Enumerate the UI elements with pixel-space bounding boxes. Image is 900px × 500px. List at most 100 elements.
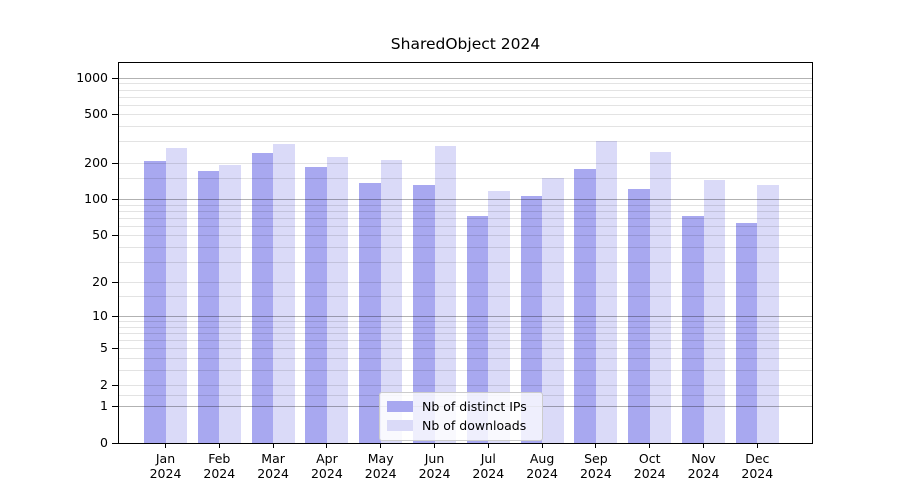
bar-downloads-dec xyxy=(757,185,779,443)
x-tick-mark xyxy=(165,444,166,448)
y-tick-label: 10 xyxy=(92,308,108,324)
x-tick-mark xyxy=(487,444,489,448)
legend-item-downloads: Nb of downloads xyxy=(387,416,542,435)
y-tick-mark xyxy=(112,316,118,318)
y-tick-mark xyxy=(112,443,118,444)
x-tick-year: 2024 xyxy=(741,466,774,481)
x-tick-year: 2024 xyxy=(203,466,236,481)
x-tick-label-nov: Nov 2024 xyxy=(673,451,735,481)
y-tick-mark xyxy=(112,162,118,164)
x-tick-label-feb: Feb 2024 xyxy=(188,451,250,481)
legend-swatch-distinct-ips xyxy=(387,401,413,412)
bar-distinct-ips-dec xyxy=(735,223,758,443)
x-tick-month: Jun xyxy=(424,451,445,466)
y-tick-mark xyxy=(112,282,118,284)
x-tick-label-jun: Jun 2024 xyxy=(404,451,466,481)
x-tick-year: 2024 xyxy=(418,466,451,481)
bar-distinct-ips-mar xyxy=(251,153,274,443)
x-tick-year: 2024 xyxy=(633,466,666,481)
x-tick-mark xyxy=(756,444,758,448)
y-tick-mark xyxy=(112,384,118,386)
bar-distinct-ips-jun xyxy=(413,184,435,443)
x-tick-label-sep: Sep 2024 xyxy=(565,451,627,481)
x-tick-mark xyxy=(541,444,543,448)
bar-distinct-ips-feb xyxy=(197,171,220,443)
x-tick-label-mar: Mar 2024 xyxy=(242,451,304,481)
y-tick-label: 1 xyxy=(100,398,108,414)
y-tick-label: 200 xyxy=(84,154,108,170)
x-tick-year: 2024 xyxy=(257,466,289,481)
x-tick-year: 2024 xyxy=(364,466,397,481)
x-tick-mark xyxy=(326,444,328,448)
x-tick-mark xyxy=(218,444,220,448)
legend-item-distinct-ips: Nb of distinct IPs xyxy=(387,397,542,416)
y-tick-label: 1000 xyxy=(76,69,108,85)
bar-distinct-ips-nov xyxy=(682,216,704,443)
x-tick-label-jan: Jan 2024 xyxy=(135,451,197,481)
bar-distinct-ips-may xyxy=(359,183,381,443)
x-tick-mark xyxy=(272,444,274,448)
bar-distinct-ips-oct xyxy=(628,189,650,443)
bar-distinct-ips-sep xyxy=(574,168,596,443)
x-tick-mark xyxy=(703,444,704,448)
x-tick-mark xyxy=(649,444,651,448)
bar-downloads-jan xyxy=(165,147,187,443)
y-tick-mark xyxy=(112,235,118,237)
y-tick-label: 2 xyxy=(100,376,108,392)
y-tick-mark xyxy=(112,406,118,408)
bar-downloads-apr xyxy=(326,157,349,443)
y-tick-label: 20 xyxy=(92,274,108,290)
y-tick-label: 50 xyxy=(92,227,108,243)
x-tick-label-may: May 2024 xyxy=(350,451,412,481)
x-tick-month: Feb xyxy=(208,451,231,466)
x-tick-month: Oct xyxy=(638,451,661,466)
y-tick-label: 0 xyxy=(100,435,108,450)
y-tick-label: 500 xyxy=(84,106,108,122)
x-tick-month: Sep xyxy=(584,451,608,466)
y-tick-label: 100 xyxy=(84,191,108,207)
x-tick-year: 2024 xyxy=(472,466,505,481)
x-tick-label-dec: Dec 2024 xyxy=(726,451,788,481)
x-tick-year: 2024 xyxy=(526,466,558,481)
bar-downloads-sep xyxy=(595,140,618,443)
x-tick-label-apr: Apr 2024 xyxy=(296,451,358,481)
bar-downloads-aug xyxy=(542,177,564,443)
x-tick-mark xyxy=(380,444,382,448)
x-tick-month: Aug xyxy=(529,451,555,466)
bar-downloads-oct xyxy=(649,151,672,443)
legend: Nb of distinct IPs Nb of downloads xyxy=(379,392,543,441)
chart-title: SharedObject 2024 xyxy=(390,35,541,53)
x-tick-month: Mar xyxy=(261,451,285,466)
x-tick-year: 2024 xyxy=(687,466,720,481)
legend-swatch-downloads xyxy=(387,420,413,431)
x-tick-year: 2024 xyxy=(310,466,343,481)
bar-distinct-ips-aug xyxy=(520,195,543,443)
bar-downloads-nov xyxy=(703,180,725,443)
bar-downloads-jun xyxy=(434,145,456,443)
plot-area xyxy=(118,62,813,444)
bar-downloads-may xyxy=(380,160,403,443)
legend-label-distinct-ips: Nb of distinct IPs xyxy=(422,399,527,414)
x-tick-mark xyxy=(434,444,435,448)
y-tick-mark xyxy=(112,348,118,350)
bar-distinct-ips-jul xyxy=(466,215,489,443)
y-tick-mark xyxy=(112,114,118,116)
x-tick-year: 2024 xyxy=(579,466,612,481)
x-tick-month: Nov xyxy=(691,451,716,466)
x-tick-mark xyxy=(595,444,597,448)
x-tick-month: Jan xyxy=(155,451,176,466)
bar-downloads-jul xyxy=(488,190,510,443)
x-tick-month: Dec xyxy=(745,451,770,466)
y-tick-mark xyxy=(112,199,118,201)
bars-layer xyxy=(119,63,812,443)
bar-downloads-feb xyxy=(219,164,241,443)
bar-downloads-mar xyxy=(273,143,295,443)
x-tick-label-jul: Jul 2024 xyxy=(457,451,519,481)
x-tick-month: May xyxy=(367,451,394,466)
x-tick-label-oct: Oct 2024 xyxy=(619,451,681,481)
x-tick-year: 2024 xyxy=(149,466,182,481)
x-tick-label-aug: Aug 2024 xyxy=(511,451,573,481)
x-tick-month: Jul xyxy=(480,451,496,466)
bar-distinct-ips-apr xyxy=(305,166,327,443)
